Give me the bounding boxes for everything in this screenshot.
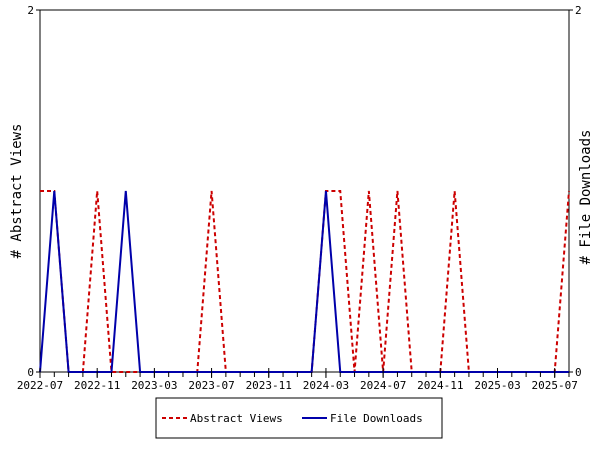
legend: Abstract Views File Downloads (155, 397, 443, 439)
right-y-tick-label: 0 (575, 366, 582, 379)
x-tick-label: 2022-07 (17, 379, 63, 392)
series-layer (39, 190, 570, 373)
x-tick-label: 2024-07 (360, 379, 406, 392)
legend-box (155, 397, 443, 439)
x-tick-label: 2023-03 (131, 379, 177, 392)
legend-label-file-downloads: File Downloads (330, 412, 423, 425)
x-tick-label: 2024-03 (303, 379, 349, 392)
x-tick-label: 2023-07 (188, 379, 234, 392)
x-tick-label: 2025-03 (474, 379, 520, 392)
right-axis-title: # File Downloads (578, 130, 594, 265)
left-y-tick-label: 2 (27, 4, 34, 17)
left-axis-title: # Abstract Views (9, 124, 25, 259)
legend-label-abstract-views: Abstract Views (190, 412, 283, 425)
x-tick-label: 2025-07 (532, 379, 578, 392)
right-y-tick-label: 2 (575, 4, 582, 17)
x-axis: 2022-07 2022-11 2023-03 2023-07 2023-11 2024-… (17, 368, 578, 392)
x-tick-label: 2023-11 (246, 379, 292, 392)
left-y-tick-label: 0 (27, 366, 34, 379)
y-axes: 0 0 2 2 (27, 4, 581, 379)
series-line-file-downloads (39, 190, 569, 373)
x-tick-label: 2024-11 (417, 379, 463, 392)
x-tick-label: 2022-11 (74, 379, 120, 392)
